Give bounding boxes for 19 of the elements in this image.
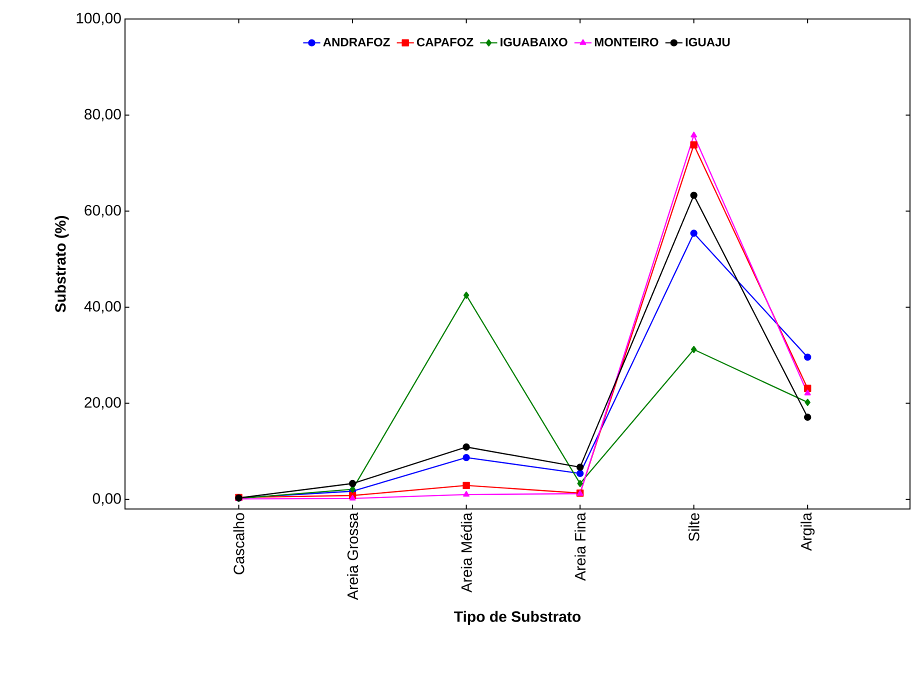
y-axis-title: Substrato (%) (54, 216, 69, 312)
y-tick-label: 0,00 (92, 493, 121, 506)
legend-label: IGUABAIXO (500, 38, 568, 46)
x-tick-label: Silte (688, 513, 700, 542)
y-tick-label: 20,00 (84, 397, 121, 410)
legend-label: MONTEIRO (594, 38, 658, 46)
x-tick-label: Cascalho (233, 513, 244, 574)
x-axis-title: Tipo de Substrato (454, 610, 581, 625)
legend-label: IGUAJU (686, 38, 730, 46)
legend-label: CAPAFOZ (416, 38, 474, 46)
y-tick-label: 40,00 (84, 301, 121, 314)
y-tick-label: 80,00 (84, 108, 121, 122)
x-tick-label: Argila (800, 512, 815, 551)
x-tick-label: Areia Fina (574, 512, 586, 581)
x-tick-label: Areia Grossa (347, 512, 358, 600)
legend-label: ANDRAFOZ (323, 38, 390, 46)
y-tick-label: 60,00 (84, 204, 121, 218)
y-tick-label: 100,00 (76, 12, 121, 26)
x-tick-label: Areia Média (460, 512, 472, 593)
